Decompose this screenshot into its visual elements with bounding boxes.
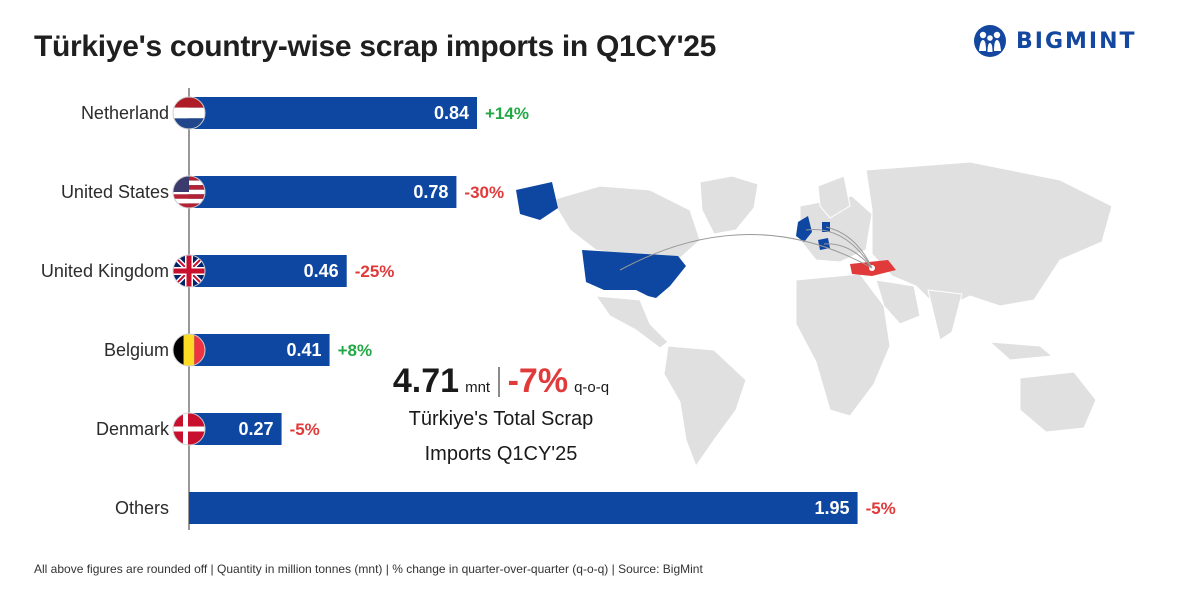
total-period: q-o-q [574,379,610,396]
total-value: 4.71 [392,362,460,400]
trade-arc-netherland [823,243,873,269]
change-label: -30% [464,183,504,202]
world-map [516,161,1113,468]
change-label: +14% [485,104,529,123]
trade-arc-denmark [825,226,873,269]
total-caption-line1: Türkiye's Total Scrap [408,408,594,430]
middle-east-shape [875,279,921,325]
category-label: Denmark [96,419,170,439]
canada-shape [551,185,701,261]
central-america-shape [594,295,669,349]
usa-flag-icon [172,175,206,209]
bar-others [189,492,858,524]
value-label: 0.41 [287,340,322,360]
bigmint-logo: BIGMINT [972,24,1137,58]
change-label: -25% [355,262,395,281]
page-title: Türkiye's country-wise scrap imports in … [34,30,717,63]
uk-shape [796,216,812,242]
footnote: All above figures are rounded off | Quan… [34,562,703,576]
change-label: -5% [866,499,896,518]
total-change: -7% [507,362,569,400]
netherlands-flag-icon [172,96,206,130]
value-label: 0.84 [434,103,469,123]
belgium-flag-icon [172,333,206,367]
category-label: Netherland [81,103,169,123]
bar-belgium [189,334,330,366]
category-label: Belgium [104,340,169,360]
category-label: Others [115,498,169,518]
logo-text: BIGMINT [1016,28,1137,54]
bar-united-states [189,176,457,208]
total-separator [498,366,500,397]
uk-flag-icon [172,254,206,288]
greenland-shape [699,175,759,235]
category-label: United States [61,182,169,202]
total-caption-line2: Imports Q1CY'25 [424,443,578,465]
india-shape [927,289,963,341]
australia-shape [1019,371,1097,433]
alaska-shape [516,182,558,220]
denmark-flag-icon [172,412,206,446]
value-label: 0.78 [413,182,448,202]
value-label: 1.95 [815,498,850,518]
usa-shape [582,250,686,298]
indonesia-shape [988,341,1054,361]
total-summary: 4.71 mnt -7% q-o-q Türkiye's Total Scrap… [376,362,626,471]
south-america-shape [663,345,747,468]
total-unit: mnt [465,379,491,396]
logo-people-icon [974,25,1006,57]
bar-united-kingdom [189,255,347,287]
value-label: 0.46 [304,261,339,281]
bar-netherland [189,97,477,129]
category-label: United Kingdom [41,261,169,281]
change-label: -5% [290,420,320,439]
africa-shape [795,273,891,417]
scandinavia-shape [817,175,851,219]
trade-arc-uk [805,228,873,269]
value-label: 0.27 [239,419,274,439]
trade-arc-usa [619,234,873,271]
change-label: +8% [338,341,373,360]
